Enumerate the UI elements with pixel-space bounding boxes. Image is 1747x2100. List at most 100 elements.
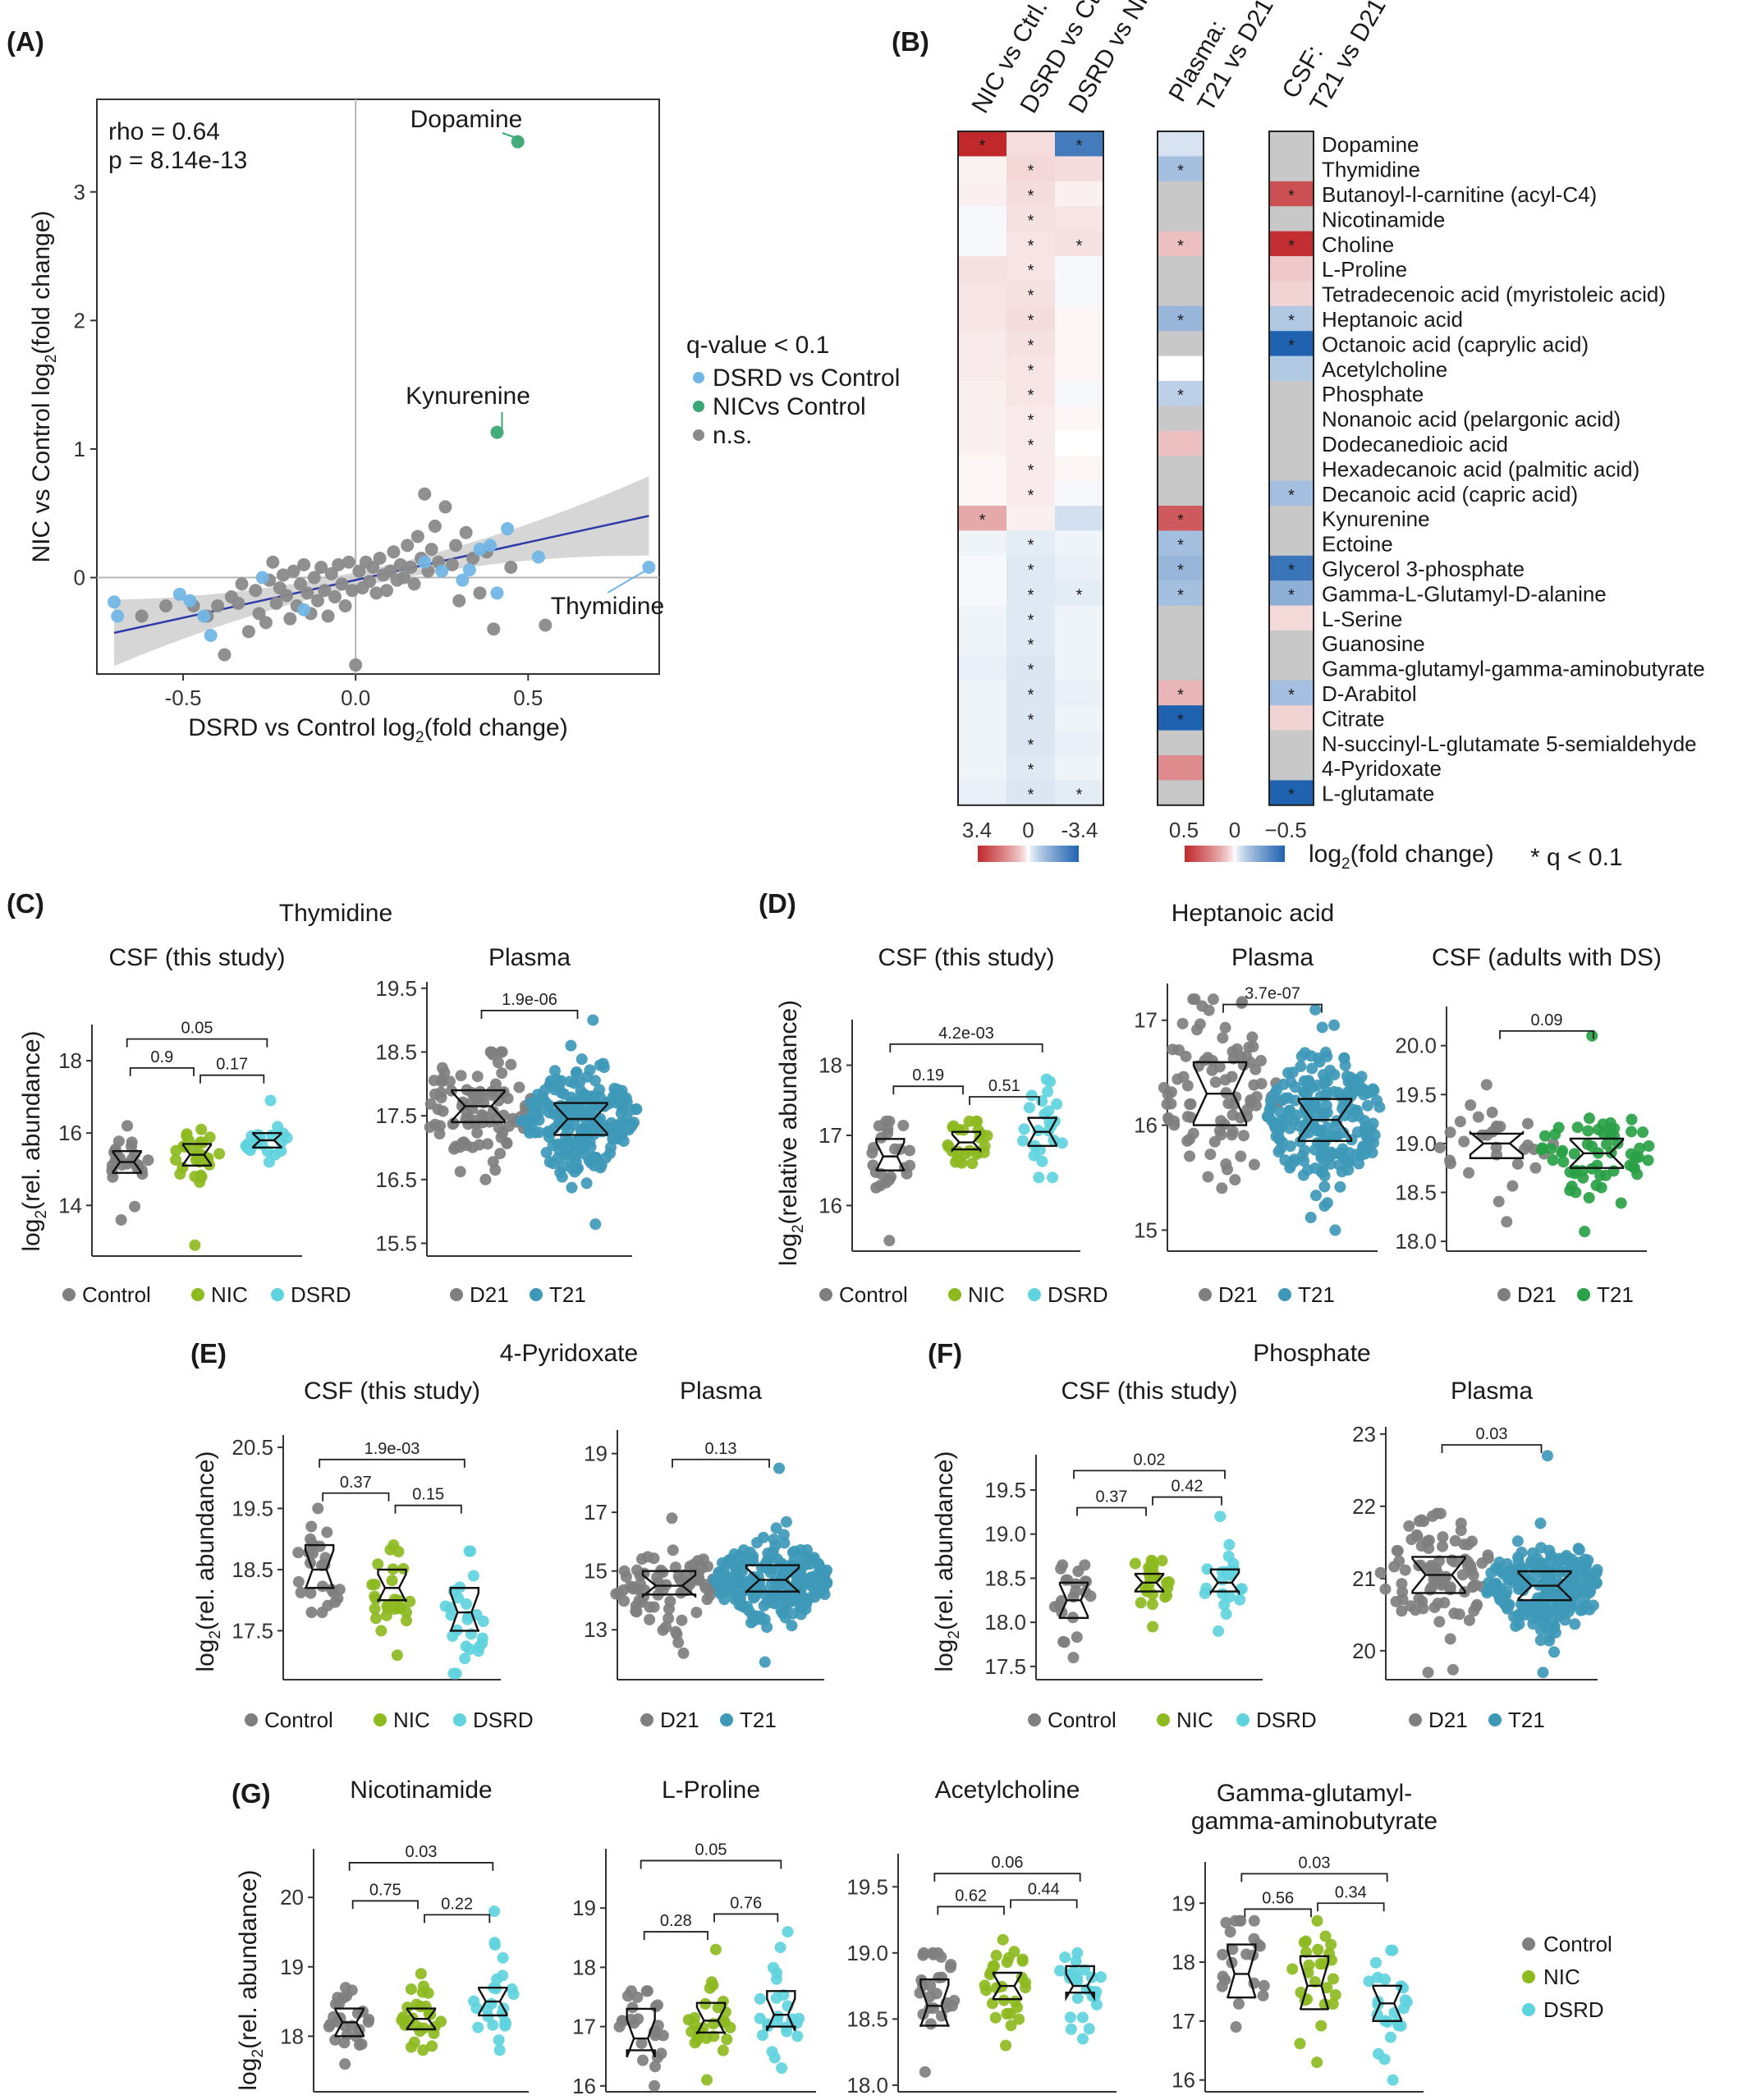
heatmap-cell-csf (1269, 630, 1314, 656)
heatmap-frame-left (957, 131, 1104, 806)
data-point (1573, 1543, 1585, 1556)
data-point (756, 2029, 768, 2042)
significance-star: * (1028, 163, 1034, 181)
data-point (533, 1126, 545, 1139)
dsrd-sig-point (501, 522, 515, 536)
ns-point (314, 561, 328, 575)
data-point (1529, 1162, 1542, 1174)
significance-bracket (969, 1096, 1040, 1105)
data-point (1308, 1102, 1320, 1114)
y-axis-title-main: log (18, 1219, 45, 1252)
data-point (1071, 1631, 1083, 1644)
y-tick-label: 19 (280, 1955, 304, 1979)
data-point (372, 1558, 384, 1570)
data-point (337, 1992, 350, 2004)
data-point (1590, 1179, 1603, 1191)
data-point (763, 1552, 775, 1565)
data-point (1321, 1086, 1333, 1098)
colorbar-label: 0.5 (1169, 818, 1199, 842)
y-axis-title: log2(rel. abundance) (931, 1451, 963, 1671)
y-axis-title-sub: 2 (790, 1224, 807, 1233)
data-point (321, 1526, 333, 1538)
data-point (1258, 1979, 1270, 1992)
colorbar-segment (1224, 846, 1228, 862)
colorbar-segment (1227, 846, 1231, 862)
ns-point (393, 557, 407, 571)
data-point (1248, 1158, 1260, 1171)
p-value-label: 0.15 (412, 1486, 444, 1504)
y-axis-title-main: NIC vs Control log (28, 363, 55, 562)
colorbar-segment (1206, 846, 1210, 862)
data-point (1437, 1577, 1449, 1589)
data-point (1569, 1577, 1581, 1589)
data-point (631, 1991, 644, 2003)
data-point (1000, 2039, 1012, 2052)
data-point (355, 2038, 368, 2050)
heatmap-cell-plasma (1158, 281, 1204, 307)
p-value-label: 0.03 (406, 1843, 438, 1861)
ns-point (280, 589, 294, 603)
notched-box (1569, 1137, 1625, 1169)
notched-box (377, 1568, 407, 1603)
data-point (635, 2037, 648, 2049)
data-point (1254, 1055, 1267, 1067)
data-point (461, 1613, 474, 1625)
heatmap-cell (1055, 381, 1103, 406)
data-point (1300, 1935, 1312, 1947)
data-point (786, 1620, 798, 1632)
y-tick-label: 20.5 (232, 1435, 273, 1460)
data-point (1529, 1609, 1542, 1621)
data-point (649, 2079, 661, 2092)
data-point (1206, 1054, 1218, 1066)
data-point (1454, 1116, 1466, 1128)
data-point (1443, 1154, 1456, 1167)
data-point (1528, 1570, 1540, 1582)
data-point (1482, 1549, 1494, 1561)
colorbar-segment (1260, 846, 1263, 862)
significance-bracket (394, 1504, 462, 1514)
dsrd-sig-point (297, 603, 311, 617)
data-point (1399, 1994, 1411, 2006)
ns-point (287, 564, 300, 578)
significance-star: * (1177, 312, 1184, 330)
heatmap-cell (958, 530, 1006, 557)
data-point (928, 1948, 940, 1960)
data-point (1056, 1137, 1068, 1149)
data-point (1311, 2056, 1323, 2069)
y-tick-label: 0 (74, 566, 85, 590)
ns-point (369, 586, 383, 600)
data-point (447, 1630, 459, 1642)
data-point (272, 1121, 284, 1133)
colorbar-segment (1059, 846, 1062, 862)
data-point (1527, 1618, 1539, 1630)
data-point (1472, 1111, 1484, 1123)
colorbar-label: 3.4 (962, 818, 992, 842)
legend-label: DSRD vs Control (713, 365, 900, 392)
legend-swatch (450, 1288, 463, 1301)
data-point (1390, 1595, 1402, 1607)
ns-point (345, 584, 359, 598)
data-point (1547, 1154, 1559, 1167)
subplot-title: CSF (this study) (1061, 1378, 1237, 1405)
data-point (1146, 1598, 1158, 1611)
data-point (1057, 1559, 1069, 1571)
colorbar-segment (1051, 846, 1055, 862)
data-point (513, 1081, 525, 1094)
data-point (1217, 1970, 1229, 1983)
data-point (568, 1103, 580, 1116)
heatmap-cell-csf (1269, 406, 1314, 432)
legend-swatch (1522, 1937, 1535, 1951)
data-point (1309, 1190, 1322, 1202)
heatmap-cell (958, 580, 1006, 607)
x-axis-title-sub: 2 (415, 729, 424, 746)
metabolite-row-label: L-Proline (1322, 257, 1407, 282)
legend-label: T21 (1597, 1282, 1634, 1307)
data-point (489, 1164, 502, 1176)
y-tick-label: 18.5 (232, 1557, 273, 1582)
colorbar-segment (1007, 846, 1011, 862)
data-point (971, 1115, 984, 1127)
legend-swatch (693, 429, 704, 441)
significance-bracket (892, 1085, 964, 1095)
data-point (493, 2034, 505, 2047)
heatmap-cell-plasma (1158, 605, 1204, 631)
